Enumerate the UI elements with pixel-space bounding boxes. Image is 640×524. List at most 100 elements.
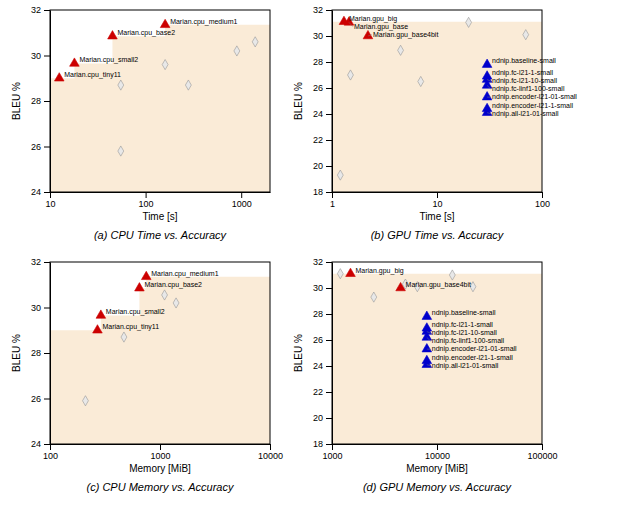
- point-label: Marian.cpu_small2: [106, 308, 165, 316]
- chart-canvas: 1010010002426283032Time [s]BLEU %(a) CPU…: [0, 0, 640, 524]
- tick-label: 28: [313, 309, 323, 319]
- tick: 32: [313, 5, 332, 15]
- tick-mark: [326, 36, 332, 37]
- point: [348, 70, 354, 80]
- tick-label: 30: [313, 283, 323, 293]
- point-label: Marian.cpu_small2: [79, 56, 138, 64]
- point-label: Marian.gpu_base4bit: [406, 281, 471, 289]
- point-label: ndnip.fc-l21-1-small: [432, 321, 494, 329]
- tick-label: 100: [535, 199, 550, 209]
- caption: (d) GPU Memory vs. Accuracy: [363, 481, 513, 493]
- tick-mark: [437, 444, 438, 450]
- point: [185, 80, 191, 90]
- point: [160, 19, 170, 27]
- point: [121, 332, 127, 342]
- point-label: Marian.cpu_medium1: [151, 270, 218, 278]
- tick-label: 1000: [232, 199, 252, 209]
- tick: 30: [313, 283, 332, 293]
- point-label: ndnip.fc-linf1-100-small: [432, 337, 505, 345]
- point: [422, 344, 432, 352]
- point-label: ndnip.fc-l21-1-small: [492, 69, 554, 77]
- plot-marks: [332, 268, 542, 444]
- tick: 1000: [150, 444, 170, 461]
- y-axis: 2426283032: [31, 257, 51, 449]
- tick-mark: [332, 192, 333, 198]
- point-label: Marian.gpu_big: [355, 267, 403, 275]
- tick: 24: [31, 439, 50, 449]
- tick: 24: [313, 361, 332, 371]
- pareto-area: [50, 25, 270, 192]
- leader-line: [427, 332, 431, 334]
- point-label: Marian.cpu_tiny11: [102, 323, 159, 331]
- tick-mark: [326, 288, 332, 289]
- tick: 28: [313, 57, 332, 67]
- tick-label: 100: [43, 451, 58, 461]
- tick-mark: [326, 444, 332, 445]
- point-label: Marian.gpu_big: [349, 15, 397, 23]
- point-label: ndnip.encoder-l21-1-small: [432, 354, 513, 362]
- tick-mark: [50, 444, 51, 450]
- x-axis-title: Time [s]: [142, 211, 177, 222]
- tick-label: 1000: [150, 451, 170, 461]
- point-label: Marian.cpu_base2: [144, 281, 202, 289]
- point: [363, 30, 373, 38]
- tick-mark: [326, 192, 332, 193]
- tick-label: 24: [31, 187, 41, 197]
- tick: 26: [313, 83, 332, 93]
- tick-label: 30: [313, 31, 323, 41]
- plot-frame: [50, 10, 270, 192]
- tick-label: 100000: [527, 451, 557, 461]
- tick-mark: [326, 140, 332, 141]
- point: [422, 359, 432, 367]
- tick-mark: [44, 262, 50, 263]
- point: [93, 325, 103, 333]
- tick-label: 22: [313, 387, 323, 397]
- tick: 1000: [322, 444, 342, 461]
- tick: 28: [31, 96, 50, 106]
- tick-label: 100: [139, 199, 154, 209]
- panel: 1010010002426283032Time [s]BLEU %(a) CPU…: [11, 5, 271, 241]
- tick-mark: [542, 444, 543, 450]
- tick-mark: [326, 10, 332, 11]
- tick-label: 10: [45, 199, 55, 209]
- y-axis-title: BLEU %: [293, 334, 304, 372]
- x-axis-title: Time [s]: [419, 211, 454, 222]
- tick-label: 1000: [322, 451, 342, 461]
- tick-label: 24: [31, 439, 41, 449]
- leader-line: [427, 349, 431, 350]
- point: [96, 310, 106, 318]
- tick-mark: [270, 444, 271, 450]
- point: [135, 283, 145, 291]
- plot-marks: [50, 271, 270, 444]
- y-axis-title: BLEU %: [11, 334, 22, 372]
- point-label: ndnip.baseline-small: [492, 57, 556, 65]
- x-axis: 10 100 1000: [45, 192, 270, 209]
- point-label: ndnip.all-l21-01-small: [432, 362, 499, 370]
- point: [141, 271, 151, 279]
- tick-label: 26: [31, 394, 41, 404]
- point: [466, 17, 472, 27]
- tick: 26: [31, 142, 50, 152]
- point: [54, 73, 64, 81]
- tick-mark: [542, 192, 543, 198]
- leader-line: [368, 35, 372, 36]
- point: [162, 290, 168, 300]
- panel: 1000100001000001820222426283032Memory [M…: [293, 257, 558, 493]
- tick-label: 32: [313, 257, 323, 267]
- point: [162, 60, 168, 70]
- plot-frame: [332, 262, 542, 444]
- point: [118, 80, 124, 90]
- tick: 32: [31, 5, 50, 15]
- point: [482, 107, 492, 115]
- tick: 10000: [258, 444, 283, 461]
- y-axis-title: BLEU %: [293, 82, 304, 120]
- x-axis: 100 1000 10000: [43, 444, 283, 461]
- leader-line: [487, 97, 491, 98]
- tick-mark: [44, 444, 50, 445]
- tick-mark: [44, 308, 50, 309]
- leader-line: [487, 113, 491, 114]
- tick-label: 28: [31, 96, 41, 106]
- tick-label: 10000: [425, 451, 450, 461]
- tick: 18: [313, 187, 332, 197]
- point-label: Marian.gpu_base: [354, 23, 408, 31]
